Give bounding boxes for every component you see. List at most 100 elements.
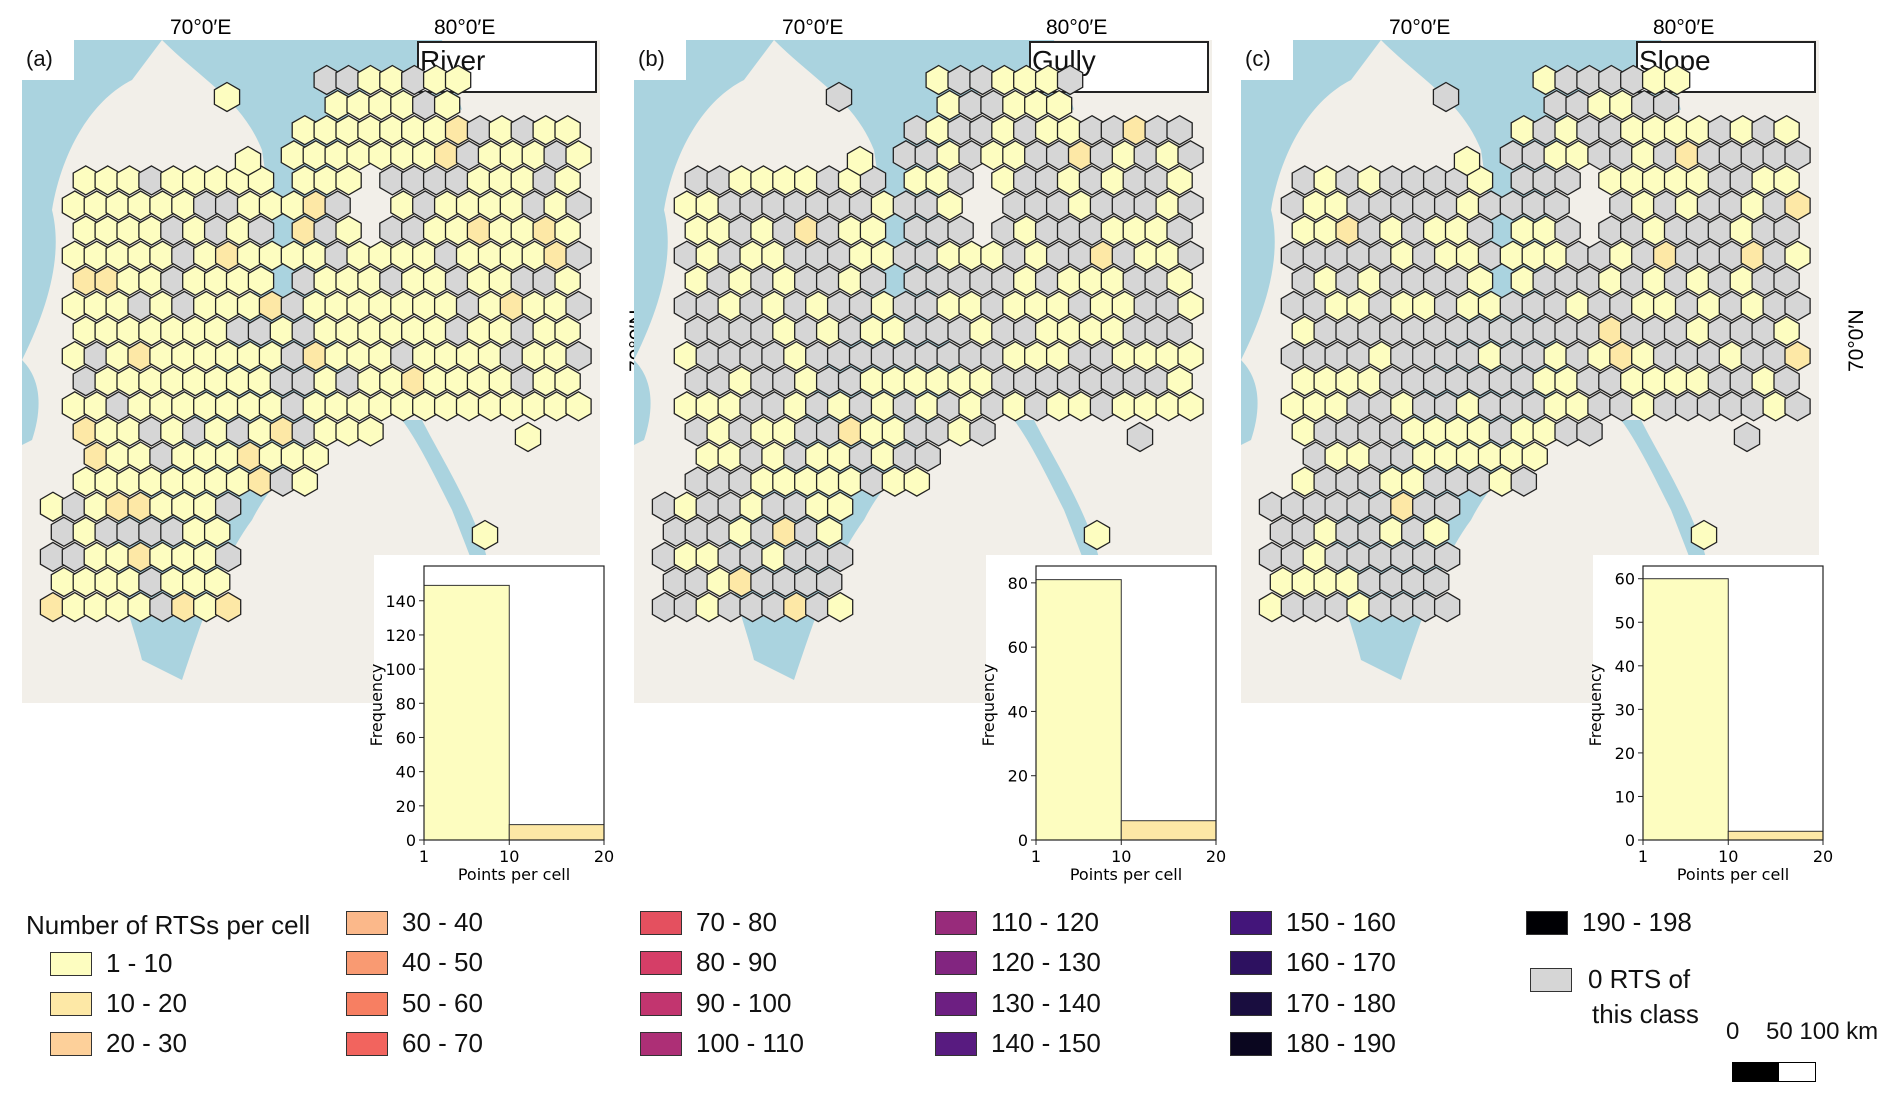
hex-cell: [826, 541, 854, 573]
hex-cell: [815, 516, 843, 548]
histogram-bar-10-20: [1727, 830, 1824, 841]
panel-letter: (c): [1245, 46, 1271, 71]
hex-cell: [565, 140, 592, 171]
legend-entry: 1 - 10: [50, 948, 173, 979]
legend-swatch: [346, 950, 388, 975]
sea-west: [1241, 40, 1381, 360]
hex-cell: [471, 519, 499, 551]
legend-swatch: [640, 910, 682, 935]
legend-entry: 10 - 20: [50, 988, 187, 1019]
hex-cell: [846, 145, 874, 177]
legend-zero-label-1: 0 RTS of: [1588, 964, 1691, 994]
histogram-ytick-label: 10: [1615, 787, 1635, 806]
hex-cell: [554, 215, 581, 246]
hex-cell: [1045, 89, 1073, 121]
histogram-inset: 0 20 40 60 80 100 120 140 1 10 20 Points per cell Fr…: [367, 555, 614, 884]
histogram-bar-1-10: [1642, 578, 1729, 841]
lon-label-70: 70°0′E: [1389, 16, 1450, 39]
hex-cell: [335, 165, 362, 196]
legend-label: 110 - 120: [991, 907, 1099, 937]
hex-cell: [1663, 64, 1691, 96]
histogram-xtick-label: 1: [419, 847, 429, 866]
hex-cell: [214, 591, 242, 623]
hex-cell: [1784, 190, 1811, 221]
hex-cell: [1177, 240, 1204, 271]
panel-letter: (a): [26, 46, 53, 71]
histogram-ylabel: Frequency: [1586, 664, 1605, 747]
hex-cell: [1466, 215, 1494, 246]
hex-cell: [1166, 114, 1193, 146]
histogram-bar-1-10: [1035, 579, 1122, 841]
hex-cell: [1433, 491, 1461, 522]
legend-label: 180 - 190: [1286, 1028, 1396, 1058]
legend-label: 90 - 100: [696, 988, 792, 1018]
legend-label: 80 - 90: [696, 947, 777, 977]
lon-label-70: 70°0′E: [782, 16, 843, 39]
histogram-bar-10-20: [508, 824, 605, 841]
panel-letter-box: [634, 40, 686, 80]
legend-label: 40 - 50: [402, 947, 483, 977]
histogram-ytick-label: 50: [1615, 613, 1635, 632]
hex-cell: [1177, 190, 1204, 221]
hex-cell: [247, 265, 275, 297]
hex-cell: [214, 491, 242, 522]
hex-cell: [1510, 466, 1538, 497]
histogram-xtick-label: 10: [499, 847, 519, 866]
hex-grid: [651, 64, 1204, 623]
hex-cell: [1773, 114, 1800, 146]
hex-cell: [554, 114, 581, 146]
histogram-ytick-label: 20: [1615, 744, 1635, 763]
hex-cell: [1422, 516, 1450, 548]
hex-cell: [1466, 265, 1494, 297]
legend-entry: 140 - 150: [935, 1028, 1101, 1059]
legend-label: 120 - 130: [991, 947, 1101, 977]
histogram-ytick-label: 80: [396, 694, 416, 713]
legend-label: 50 - 60: [402, 988, 483, 1018]
legend-title: Number of RTSs per cell: [26, 910, 311, 940]
hex-cell: [1126, 421, 1154, 453]
hex-cell: [1733, 421, 1761, 453]
histogram-ytick-label: 100: [385, 660, 416, 679]
legend-label: 130 - 140: [991, 988, 1101, 1018]
histogram-ylabel: Frequency: [367, 664, 386, 747]
hex-cell: [826, 491, 854, 522]
hex-cell: [1652, 89, 1680, 121]
histogram-inset: 0 10 20 30 40 50 60 1 10 20 Points per cell Frequen…: [1586, 555, 1833, 884]
legend-swatch: [346, 910, 388, 935]
histogram-ytick-label: 60: [396, 728, 416, 747]
hex-cell: [1521, 441, 1548, 472]
lon-label-80: 80°0′E: [1653, 16, 1714, 39]
histogram-ytick-label: 80: [1008, 574, 1028, 593]
hex-cell: [914, 441, 941, 472]
histogram-xlabel: Points per cell: [1070, 865, 1182, 884]
hex-cell: [514, 421, 542, 453]
legend-swatch: [50, 991, 92, 1016]
legend-entry: 60 - 70: [346, 1028, 483, 1059]
hex-cell: [1083, 519, 1111, 551]
legend-swatch: [1230, 950, 1272, 975]
histogram-xtick-label: 20: [1813, 847, 1833, 866]
hex-cell: [565, 240, 592, 271]
hex-cell: [1784, 240, 1811, 271]
hex-cell: [1773, 215, 1800, 246]
histogram-ytick-label: 40: [1615, 657, 1635, 676]
legend-entry: 110 - 120: [935, 907, 1099, 938]
legend-swatch: [50, 1031, 92, 1056]
histogram-xlabel: Points per cell: [458, 865, 570, 884]
legend-entry: 50 - 60: [346, 988, 483, 1019]
histogram-ytick-label: 40: [1008, 702, 1028, 721]
hex-cell: [1773, 315, 1800, 347]
histogram-ytick-label: 30: [1615, 700, 1635, 719]
hex-cell: [1773, 165, 1800, 196]
panel-letter-box: [22, 40, 74, 80]
legend-entry: 20 - 30: [50, 1028, 187, 1059]
histogram-bar-10-20: [1120, 820, 1217, 841]
histogram-ytick-label: 40: [396, 763, 416, 782]
legend-label: 190 - 198: [1582, 907, 1692, 937]
legend-label: 160 - 170: [1286, 947, 1396, 977]
histogram-xtick-label: 1: [1638, 847, 1648, 866]
hex-cell: [826, 591, 854, 623]
legend-entry: 40 - 50: [346, 947, 483, 978]
hex-cell: [1576, 416, 1603, 447]
legend-label: 70 - 80: [696, 907, 777, 937]
